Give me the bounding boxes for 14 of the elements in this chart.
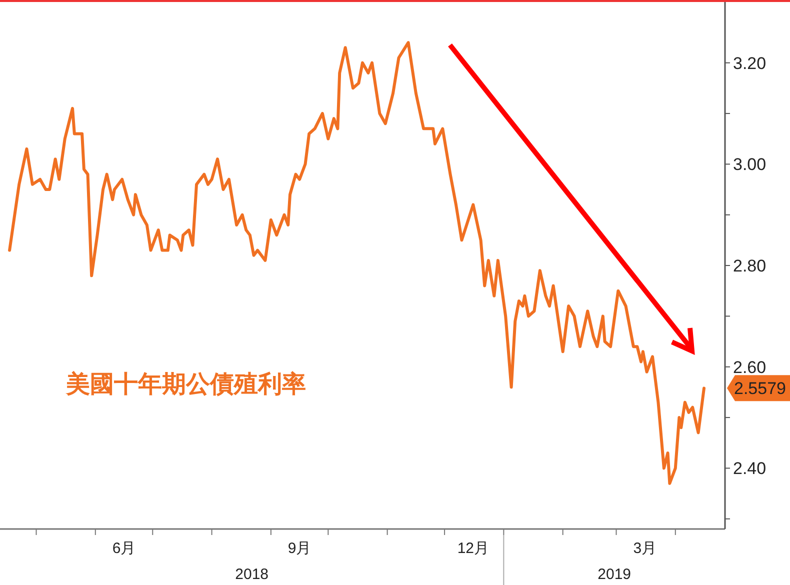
data-label: 2.5579 xyxy=(734,379,786,398)
text: 2019 xyxy=(598,566,632,583)
x-tick-label: 3月 xyxy=(633,540,657,557)
y-tick-label: 3.20 xyxy=(733,54,766,73)
text: 美國十年期公債殖利率 xyxy=(65,370,306,398)
y-tick-label: 3.00 xyxy=(733,155,766,174)
y-tick-label: 2.60 xyxy=(733,358,766,377)
line-series xyxy=(8,41,706,485)
y-tick-label: 2.40 xyxy=(733,459,766,478)
y-tick-label: 2.80 xyxy=(733,256,766,276)
x-tick-label: 9月 xyxy=(288,540,312,557)
x-tick-label: 6月 xyxy=(112,540,136,557)
text: 2018 xyxy=(235,566,269,583)
x-tick-label: 12月 xyxy=(457,540,489,557)
